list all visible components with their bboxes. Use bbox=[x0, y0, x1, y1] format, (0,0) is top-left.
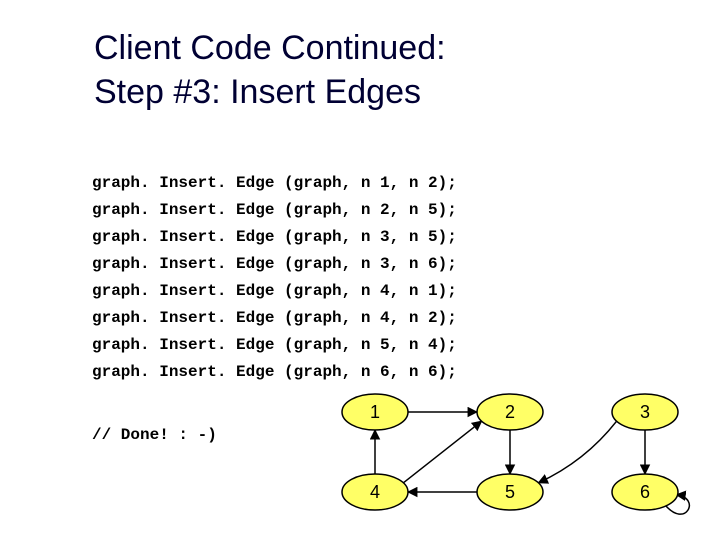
code-block: graph. Insert. Edge (graph, n 1, n 2); g… bbox=[92, 170, 457, 386]
node-label-3: 3 bbox=[640, 402, 650, 422]
node-label-4: 4 bbox=[370, 482, 380, 502]
slide: Client Code Continued: Step #3: Insert E… bbox=[0, 0, 720, 540]
node-label-1: 1 bbox=[370, 402, 380, 422]
title-line-2: Step #3: Insert Edges bbox=[94, 70, 446, 114]
edge-3-5 bbox=[538, 421, 616, 483]
title-line-1: Client Code Continued: bbox=[94, 26, 446, 70]
graph-svg: 1 2 3 4 5 6 bbox=[320, 390, 700, 520]
slide-title: Client Code Continued: Step #3: Insert E… bbox=[94, 26, 446, 114]
node-label-5: 5 bbox=[505, 482, 515, 502]
graph-diagram: 1 2 3 4 5 6 bbox=[320, 390, 700, 520]
done-comment: // Done! : -) bbox=[92, 426, 217, 444]
node-label-6: 6 bbox=[640, 482, 650, 502]
node-label-2: 2 bbox=[505, 402, 515, 422]
edge-4-2 bbox=[403, 421, 481, 483]
